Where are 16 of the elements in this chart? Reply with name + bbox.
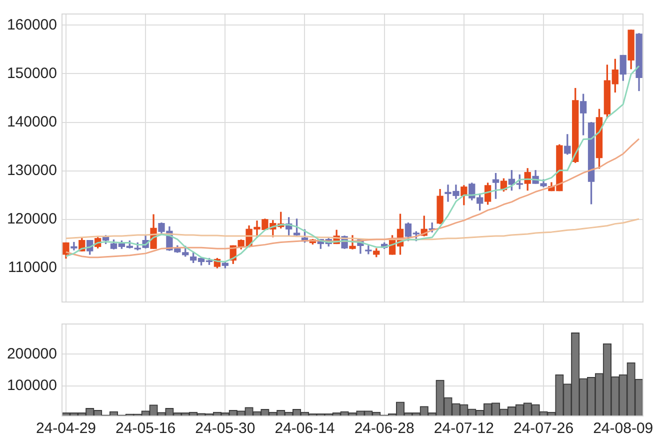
x-tick-label: 24-04-29 <box>36 420 96 438</box>
y-tick-label: 200000 <box>6 345 57 362</box>
y-tick-label: 110000 <box>8 259 57 276</box>
y-tick-label: 100000 <box>6 377 57 394</box>
y-tick-label: 120000 <box>6 210 57 228</box>
y-tick-label: 140000 <box>6 113 57 130</box>
x-tick-label: 24-08-09 <box>593 420 654 438</box>
x-tick-label: 24-05-16 <box>116 420 176 438</box>
x-tick-label: 24-06-28 <box>354 420 414 438</box>
y-tick-label: 150000 <box>6 64 57 82</box>
x-tick-label: 24-06-14 <box>274 420 335 438</box>
x-tick-label: 24-07-26 <box>513 420 574 438</box>
x-tick-label: 24-05-30 <box>195 420 256 438</box>
y-tick-label: 130000 <box>6 162 57 180</box>
y-tick-label: 160000 <box>6 16 57 34</box>
x-tick-label: 24-07-12 <box>434 420 494 438</box>
